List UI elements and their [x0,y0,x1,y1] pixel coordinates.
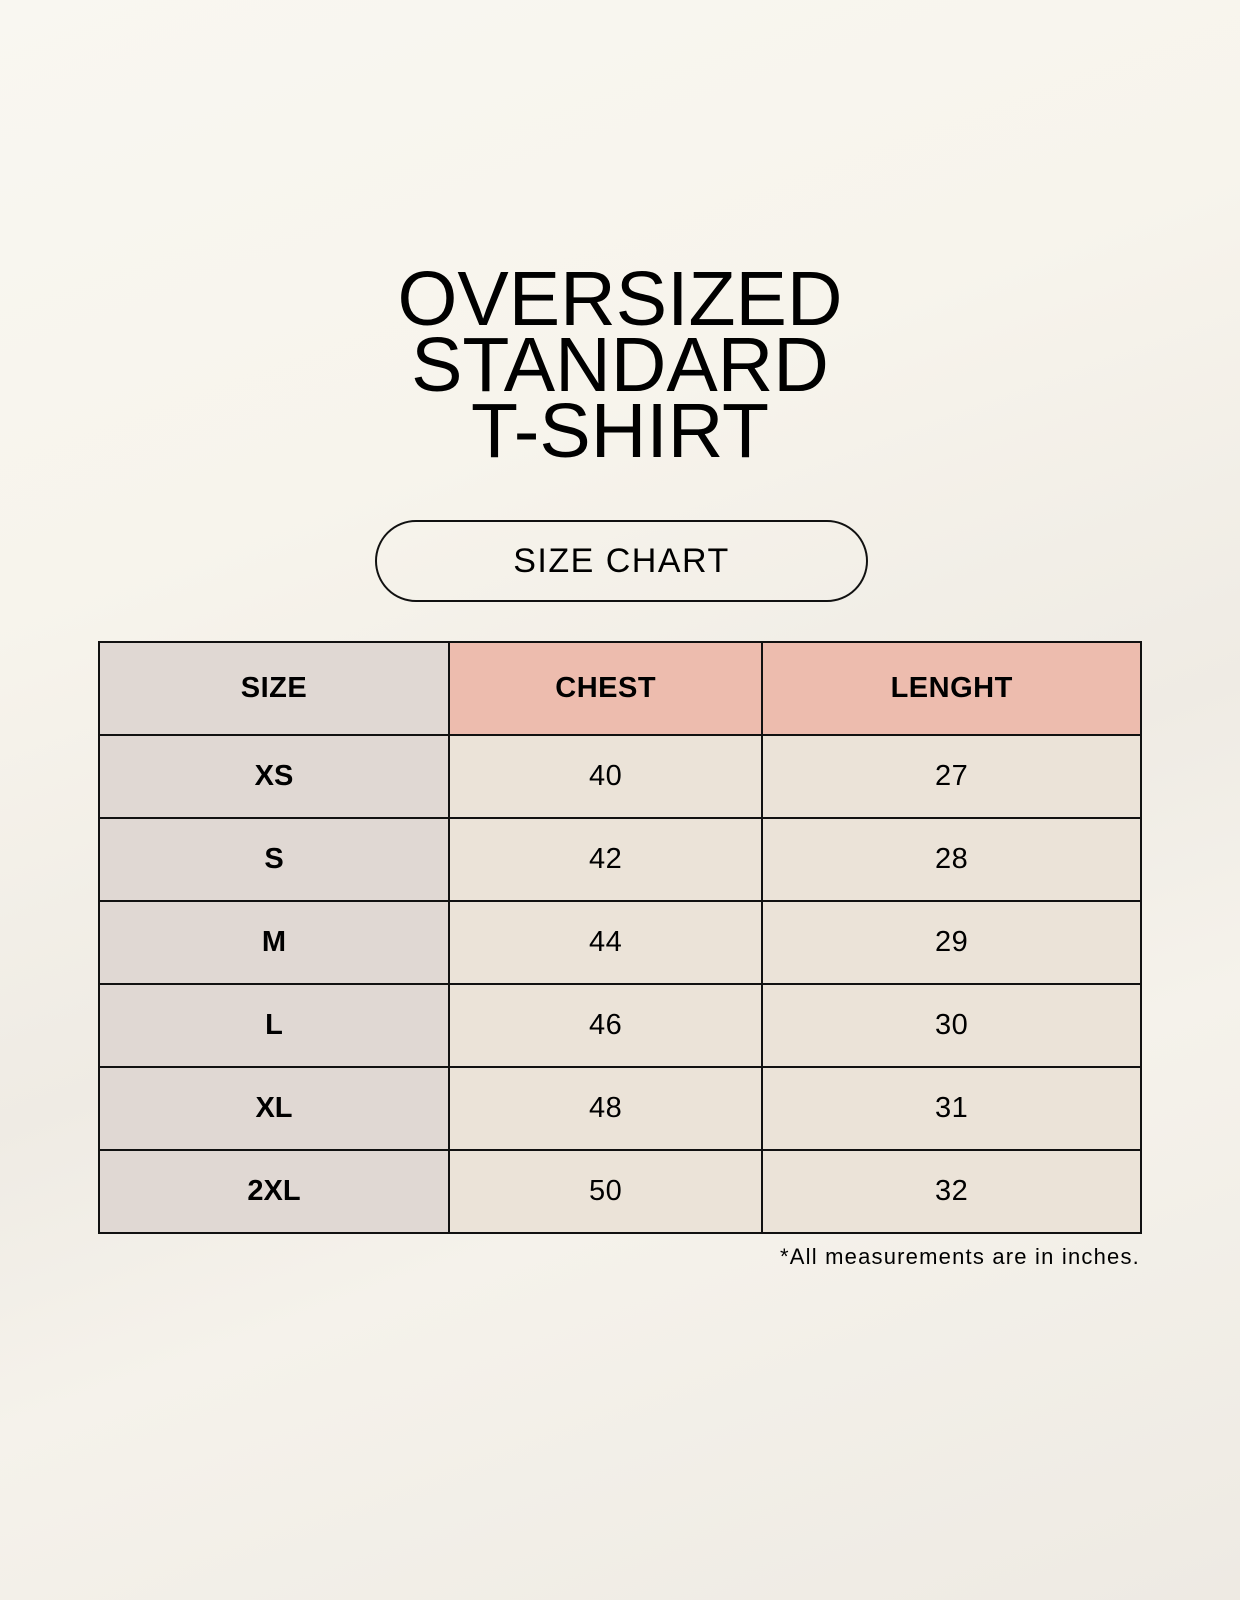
size-cell: XL [98,1066,450,1151]
length-cell: 29 [761,900,1142,985]
length-cell: 32 [761,1149,1142,1234]
page-title: OVERSIZED STANDARD T-SHIRT [0,256,1240,474]
title-line: STANDARD [411,322,829,408]
chest-cell: 50 [447,1149,764,1234]
table-row: S 42 28 [98,817,1142,902]
header-chest: CHEST [447,641,764,736]
size-chart-badge: SIZE CHART [375,520,868,602]
table-row: 2XL 50 32 [98,1149,1142,1234]
size-cell: M [98,900,450,985]
length-cell: 28 [761,817,1142,902]
length-cell: 30 [761,983,1142,1068]
size-cell: 2XL [98,1149,450,1234]
size-cell: S [98,817,450,902]
chest-cell: 40 [447,734,764,819]
table-row: L 46 30 [98,983,1142,1068]
size-cell: XS [98,734,450,819]
title-line: T-SHIRT [470,388,770,474]
header-length: LENGHT [761,641,1142,736]
length-cell: 27 [761,734,1142,819]
table-row: M 44 29 [98,900,1142,985]
chest-cell: 48 [447,1066,764,1151]
header-size: SIZE [98,641,450,736]
size-cell: L [98,983,450,1068]
table-row: XL 48 31 [98,1066,1142,1151]
footnote: *All measurements are in inches. [780,1244,1140,1269]
chest-cell: 44 [447,900,764,985]
chest-cell: 42 [447,817,764,902]
table-row: XS 40 27 [98,734,1142,819]
length-cell: 31 [761,1066,1142,1151]
chest-cell: 46 [447,983,764,1068]
table-header-row: SIZE CHEST LENGHT [98,641,1142,736]
title-line: OVERSIZED [397,256,843,342]
size-table: SIZE CHEST LENGHT XS 40 27 S 42 28 M 44 29 L 46 30 X… [98,641,1142,1234]
